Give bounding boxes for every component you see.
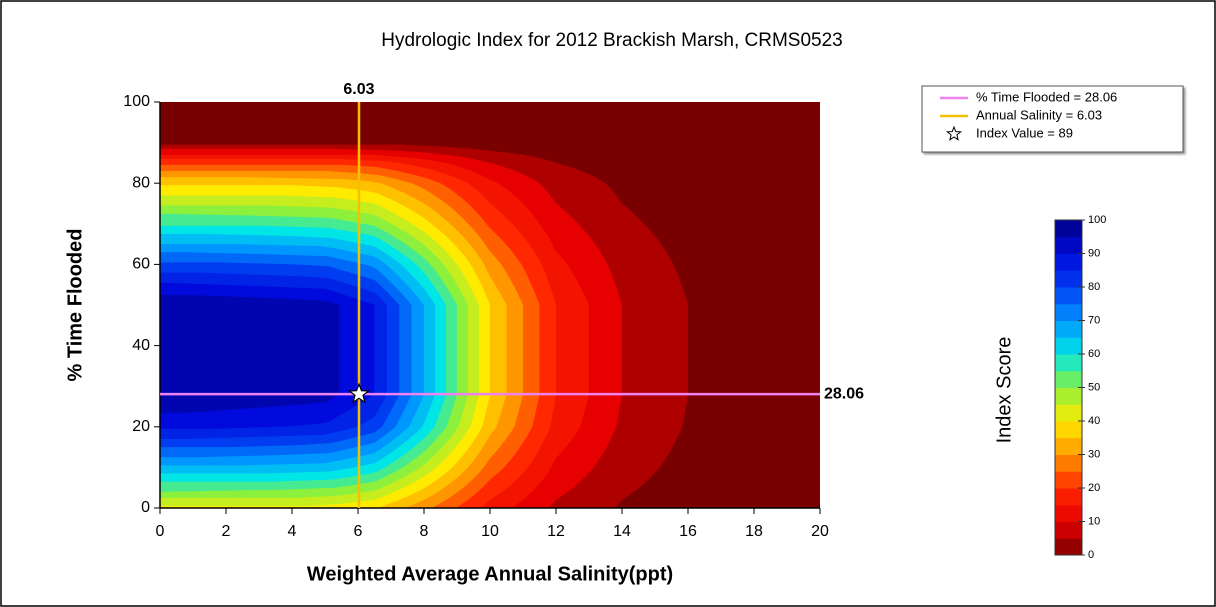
y-tick-label: 40 xyxy=(132,337,150,354)
x-tick-label: 10 xyxy=(481,523,499,540)
y-tick-label: 60 xyxy=(132,256,150,273)
x-tick-label: 12 xyxy=(547,523,565,540)
legend-label: Annual Salinity = 6.03 xyxy=(976,107,1102,122)
x-tick-label: 2 xyxy=(222,523,231,540)
colorbar-band xyxy=(1055,370,1082,388)
colorbar-band xyxy=(1055,404,1082,422)
colorbar-band xyxy=(1055,421,1082,439)
legend-label: Index Value = 89 xyxy=(976,125,1073,140)
colorbar-band xyxy=(1055,270,1082,288)
colorbar-band xyxy=(1055,437,1082,455)
colorbar-tick-label: 100 xyxy=(1088,214,1106,226)
x-tick-label: 18 xyxy=(745,523,763,540)
x-tick-label: 8 xyxy=(420,523,429,540)
colorbar-tick-label: 90 xyxy=(1088,247,1100,259)
colorbar-tick-label: 70 xyxy=(1088,314,1100,326)
colorbar-tick-label: 60 xyxy=(1088,348,1100,360)
x-tick-label: 6 xyxy=(354,523,363,540)
plot-area xyxy=(160,102,820,508)
colorbar-tick-label: 80 xyxy=(1088,281,1100,293)
x-tick-label: 4 xyxy=(288,523,297,540)
chart-title: Hydrologic Index for 2012 Brackish Marsh… xyxy=(381,30,842,51)
x-tick-label: 16 xyxy=(679,523,697,540)
colorbar-tick-label: 20 xyxy=(1088,482,1100,494)
x-axis-label: Weighted Average Annual Salinity(ppt) xyxy=(307,563,673,585)
y-tick-label: 80 xyxy=(132,174,150,191)
legend-swatch xyxy=(945,125,963,141)
colorbar-band xyxy=(1055,303,1082,321)
reference-label: 28.06 xyxy=(824,385,864,402)
y-tick-label: 20 xyxy=(132,418,150,435)
colorbar-band xyxy=(1055,538,1082,556)
x-tick-label: 0 xyxy=(156,523,165,540)
colorbar-band xyxy=(1055,488,1082,506)
colorbar-tick-label: 50 xyxy=(1088,381,1100,393)
colorbar-band xyxy=(1055,454,1082,472)
index-point xyxy=(347,382,371,404)
colorbar-tick-label: 10 xyxy=(1088,515,1100,527)
colorbar-band xyxy=(1055,504,1082,522)
colorbar-band xyxy=(1055,320,1082,338)
y-tick-label: 0 xyxy=(141,499,150,516)
reference-label: 6.03 xyxy=(343,81,374,98)
colorbar-band xyxy=(1055,287,1082,305)
colorbar-band xyxy=(1055,253,1082,271)
x-tick-label: 20 xyxy=(811,523,829,540)
colorbar-band xyxy=(1055,220,1082,238)
x-tick-label: 14 xyxy=(613,523,631,540)
colorbar-tick-label: 30 xyxy=(1088,448,1100,460)
legend-label: % Time Flooded = 28.06 xyxy=(976,89,1117,104)
colorbar-label: Index Score xyxy=(993,337,1015,444)
y-axis-label: % Time Flooded xyxy=(64,229,86,382)
colorbar-tick-label: 0 xyxy=(1088,549,1094,561)
colorbar-tick-label: 40 xyxy=(1088,415,1100,427)
colorbar-band xyxy=(1055,387,1082,405)
colorbar-band xyxy=(1055,337,1082,355)
contour-band xyxy=(160,294,340,413)
colorbar-band xyxy=(1055,521,1082,539)
y-tick-label: 100 xyxy=(123,93,150,110)
colorbar-band xyxy=(1055,471,1082,489)
colorbar-band xyxy=(1055,354,1082,372)
colorbar-band xyxy=(1055,236,1082,254)
